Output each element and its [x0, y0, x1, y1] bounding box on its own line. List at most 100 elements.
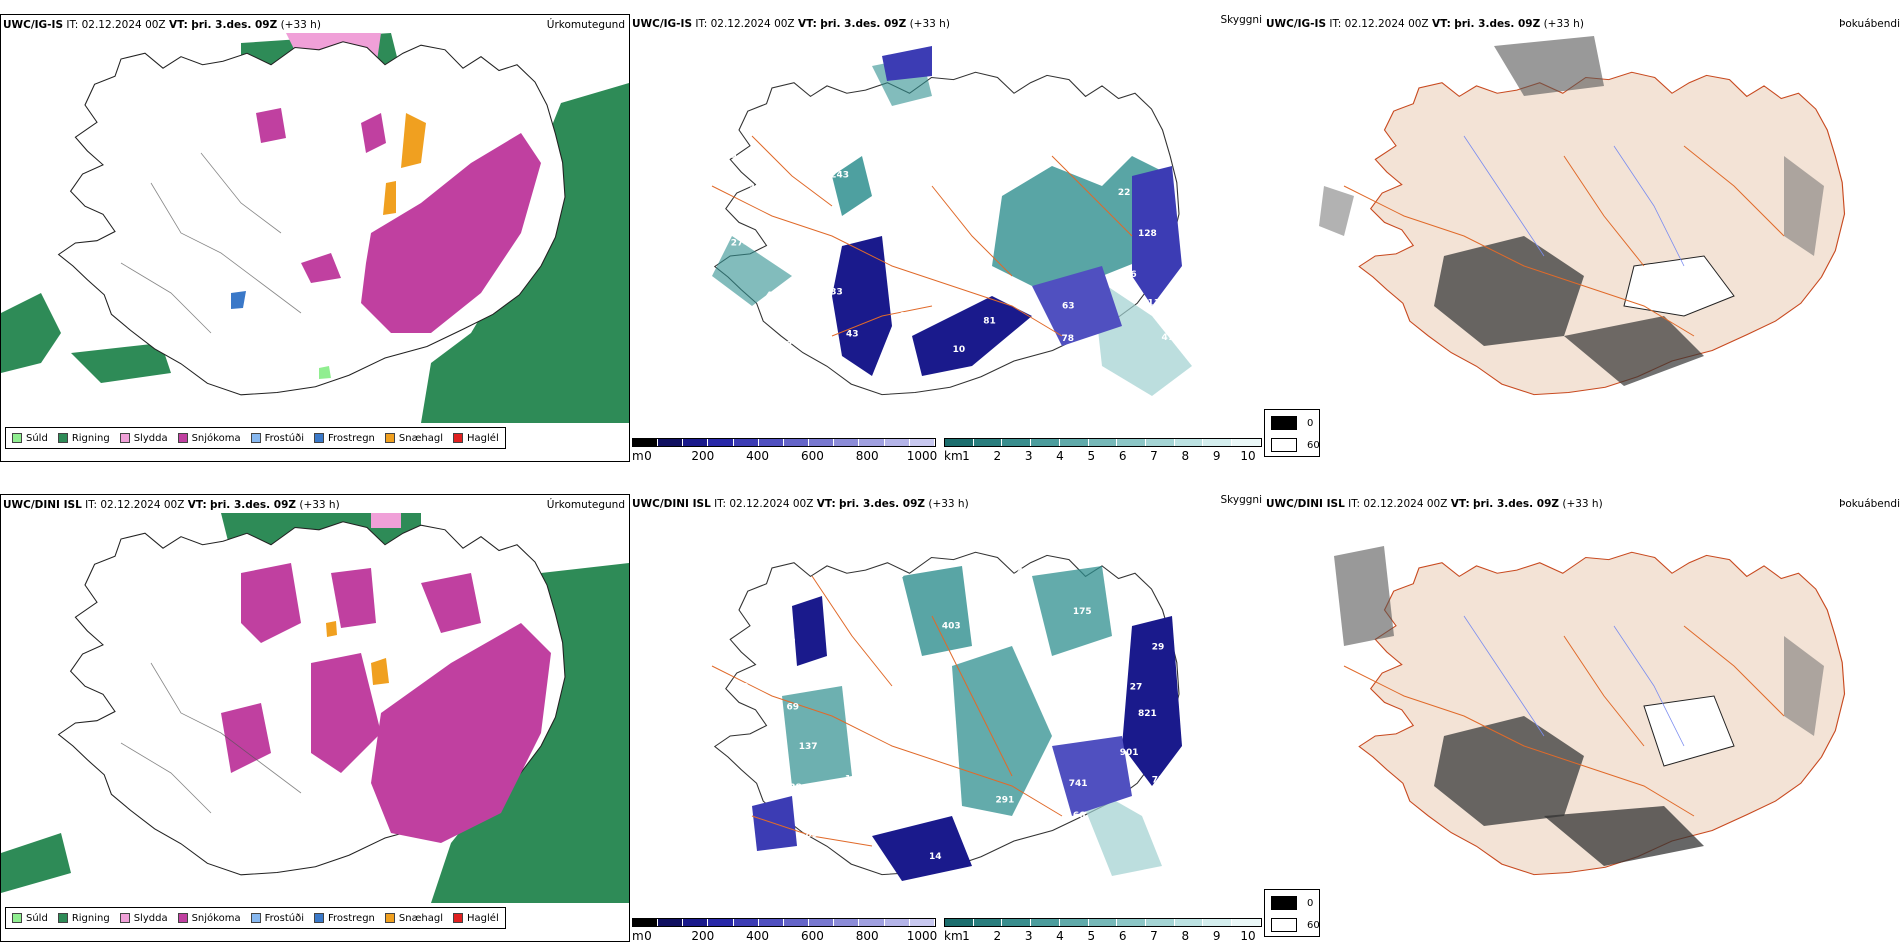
ceiling-value-label: 22: [1118, 188, 1131, 198]
ceiling-value-label: 309: [749, 184, 768, 194]
fog-indicator-map: [1264, 516, 1864, 916]
ceiling-value-label: 92: [867, 815, 880, 825]
ceiling-value-label: 65: [811, 664, 824, 674]
colorbar-tick: 2: [993, 449, 1002, 463]
colorbar-tick: 4: [1056, 929, 1064, 943]
ceiling-value-label: 209: [983, 142, 1002, 152]
visibility-colorbar: km 1 2 3 4 5 6 7 8 9 10: [944, 918, 1262, 943]
ceiling-value-label: 59: [770, 601, 783, 611]
ceiling-value-label: 49: [675, 720, 688, 730]
panel-title: UWC/IG-IS IT: 02.12.2024 00Z VT: þri. 3.…: [3, 19, 321, 31]
ceiling-value-label: 90: [1192, 142, 1205, 152]
colorbar-tick: 1: [962, 929, 970, 943]
colorbar-tick: 800: [855, 449, 879, 463]
fog-legend: 0 60: [1264, 409, 1320, 457]
ceiling-visibility-map: 821 272 38 901 751 476 741 66 255 291 90 14 24 92 89 16…: [632, 516, 1262, 916]
ceiling-value-label: 251: [1182, 192, 1201, 202]
ceiling-value-label: 51: [1021, 626, 1034, 636]
visibility-colorbar: km 1 2 3 4 5 6 7 8 9 10: [944, 438, 1262, 463]
ceiling-value-label: 135: [1191, 248, 1210, 258]
ceiling-value-label: 345: [714, 783, 733, 793]
ceiling-value-label: 53: [1220, 645, 1233, 655]
ceiling-value-labels: 821 272 38 901 751 476 741 66 255 291 90 14 24 92 89 16…: [675, 568, 1245, 862]
colorbar-tick: 1000: [906, 929, 938, 943]
ceiling-colorbar: m 0 200 400 600 800 1000: [632, 438, 937, 463]
ceiling-value-label: 47: [1162, 333, 1175, 343]
ceiling-value-label: 78: [1061, 334, 1074, 344]
ceiling-value-label: 274: [731, 238, 750, 248]
ceiling-value-label: 243: [830, 171, 849, 181]
ceiling-value-label: 51: [791, 208, 804, 218]
colorbar-tick: 600: [800, 449, 824, 463]
precip-type-panel-top: UWC/IG-IS IT: 02.12.2024 00Z VT: þri. 3.…: [0, 14, 630, 462]
ceiling-value-label: 255: [1059, 845, 1078, 855]
product-label: Úrkomutegund: [546, 19, 625, 31]
ceiling-value-label: 175: [1073, 607, 1092, 617]
colorbar-tick: 3: [1024, 929, 1033, 943]
ceiling-visibility-panel-bottom: UWC/DINI ISL IT: 02.12.2024 00Z VT: þri.…: [632, 494, 1263, 943]
colorbar-tick: 10: [1240, 449, 1256, 463]
ceiling-value-label: 138: [783, 783, 802, 793]
product-label: Úrkomutegund: [546, 499, 625, 511]
ceiling-visibility-panel-top: UWC/IG-IS IT: 02.12.2024 00Z VT: þri. 3.…: [632, 14, 1263, 463]
ceiling-value-label: 901: [1120, 748, 1139, 758]
ceiling-value-label: 91: [900, 311, 913, 321]
ceiling-value-label: 63: [900, 147, 913, 157]
ceiling-value-label: 53: [675, 217, 688, 227]
panel-title: UWC/DINI ISL IT: 02.12.2024 00Z VT: þri.…: [632, 498, 969, 510]
ceiling-value-label: 101: [1137, 594, 1156, 604]
panel-title: UWC/IG-IS IT: 02.12.2024 00Z VT: þri. 3.…: [632, 18, 950, 30]
colorbar-tick: 3: [1024, 449, 1033, 463]
colorbar-tick: 200: [691, 449, 715, 463]
colorbar-tick: 6: [1118, 449, 1127, 463]
ceiling-value-label: 106: [1062, 157, 1081, 167]
ceiling-value-label: 29: [1152, 642, 1165, 652]
ceiling-value-label: 60: [916, 115, 929, 125]
colorbar-tick: 7: [1150, 449, 1158, 463]
precip-type-map: [1, 33, 629, 423]
ceiling-value-label: 44: [766, 291, 779, 301]
colorbar-tick: 5: [1087, 449, 1096, 463]
ceiling-value-label: 291: [996, 795, 1015, 805]
ceiling-value-label: 776: [1118, 270, 1137, 280]
fog-indicator-panel-top: UWC/IG-IS IT: 02.12.2024 00Z VT: þri. 3.…: [1264, 14, 1900, 462]
ceiling-value-label: 176: [1232, 275, 1251, 285]
product-label: Skyggni: [1220, 494, 1263, 506]
colorbar-tick: 7: [1150, 929, 1158, 943]
colorbar-tick: 8: [1181, 929, 1190, 943]
colorbar-tick: 1000: [906, 449, 938, 463]
ceiling-value-label: 821: [1138, 709, 1157, 719]
ceiling-value-label: 128: [1138, 229, 1157, 239]
ceiling-value-label: 55: [783, 635, 796, 645]
ceiling-value-label: 81: [983, 316, 996, 326]
ceiling-value-label: 89: [805, 830, 818, 840]
panel-title: UWC/DINI ISL IT: 02.12.2024 00Z VT: þri.…: [3, 499, 340, 511]
ceiling-value-label: 63: [1062, 301, 1075, 311]
colorbar-tick: 8: [1181, 449, 1190, 463]
ceiling-value-label: 64: [695, 655, 708, 665]
ceiling-value-label: 354: [719, 152, 738, 162]
ceiling-value-label: 56: [1042, 367, 1055, 377]
ceiling-value-label: 62: [818, 104, 831, 114]
ceiling-value-label: 137: [799, 742, 818, 752]
colorbar-tick: 400: [746, 449, 770, 463]
ceiling-value-label: 69: [950, 85, 963, 95]
ceiling-value-label: 45: [1017, 568, 1030, 578]
graupel-area: [401, 113, 426, 168]
ceiling-value-label: 46: [815, 139, 828, 149]
ceiling-value-label: 66: [1073, 811, 1086, 821]
product-label: Skyggni: [1220, 14, 1263, 26]
fog-legend: 0 60: [1264, 889, 1320, 937]
ceiling-value-label: 476: [1170, 809, 1189, 819]
precip-type-legend: Súld Rigning Slydda Snjókoma Frostúði Fr…: [5, 427, 506, 449]
colorbar-tick: 400: [746, 929, 770, 943]
ceiling-value-label: 81: [866, 635, 879, 645]
ceiling-value-label: 82: [736, 683, 749, 693]
ceiling-value-label: 296: [736, 735, 755, 745]
ceiling-visibility-map: 128 135 176 776 11 47 63 78 56 81 10 89 91 43 92 33 44 70…: [632, 36, 1262, 436]
colorbar-tick: 9: [1212, 449, 1221, 463]
ceiling-value-label: 741: [1069, 779, 1088, 789]
snow-area: [361, 133, 541, 333]
ceiling-colorbar: m 0 200 400 600 800 1000: [632, 918, 937, 943]
colorbar-tick: 0: [644, 449, 652, 463]
